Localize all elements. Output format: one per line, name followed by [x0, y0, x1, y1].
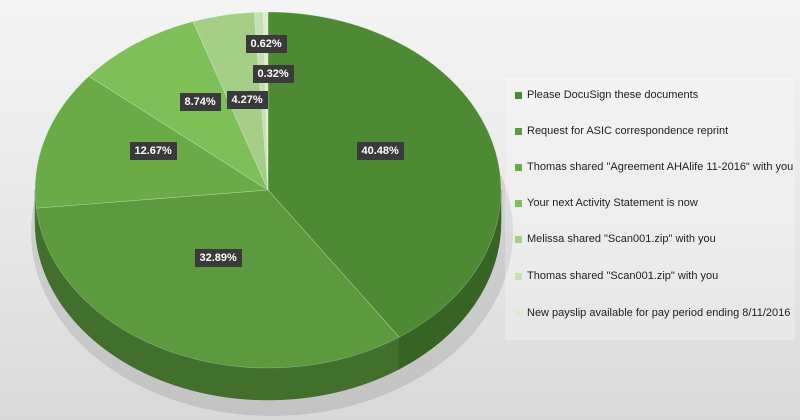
legend-label: Thomas shared "Scan001.zip" with you [527, 270, 719, 282]
legend-item-3: Your next Activity Statement is now [515, 197, 698, 209]
pie-slice-1[interactable] [35, 189, 400, 369]
data-label-2: 12.67% [129, 142, 177, 160]
legend-label: Your next Activity Statement is now [527, 197, 698, 209]
legend-swatch [515, 127, 522, 135]
legend-item-6: New payslip available for pay period end… [515, 307, 790, 319]
data-label-4: 4.27% [226, 91, 268, 109]
legend-swatch [515, 91, 522, 99]
legend-label: Please DocuSign these documents [527, 89, 699, 101]
legend-item-2: Thomas shared "Agreement AHAlife 11-2016… [515, 161, 793, 173]
pie-slice-3[interactable] [88, 21, 269, 191]
data-label-5: 0.62% [245, 35, 287, 53]
data-label-0: 40.48% [356, 142, 404, 160]
pie-slice-0[interactable] [267, 11, 502, 338]
legend-swatch [515, 309, 522, 317]
legend-label: Request for ASIC correspondence reprint [527, 125, 729, 137]
data-label-6: 0.32% [252, 65, 294, 83]
legend-item-5: Thomas shared "Scan001.zip" with you [515, 270, 718, 282]
legend-swatch [515, 163, 522, 171]
legend: Please DocuSign these documents Request f… [505, 78, 795, 340]
legend-item-0: Please DocuSign these documents [515, 89, 698, 101]
legend-item-4: Melissa shared "Scan001.zip" with you [515, 233, 716, 245]
data-label-3: 8.74% [179, 93, 221, 111]
data-label-1: 32.89% [194, 249, 242, 267]
legend-swatch [515, 235, 522, 243]
legend-swatch [515, 272, 522, 280]
legend-swatch [515, 199, 522, 207]
legend-label: Thomas shared "Agreement AHAlife 11-2016… [527, 161, 794, 173]
legend-item-1: Request for ASIC correspondence reprint [515, 125, 728, 137]
legend-label: New payslip available for pay period end… [527, 307, 791, 319]
legend-label: Melissa shared "Scan001.zip" with you [527, 233, 716, 245]
